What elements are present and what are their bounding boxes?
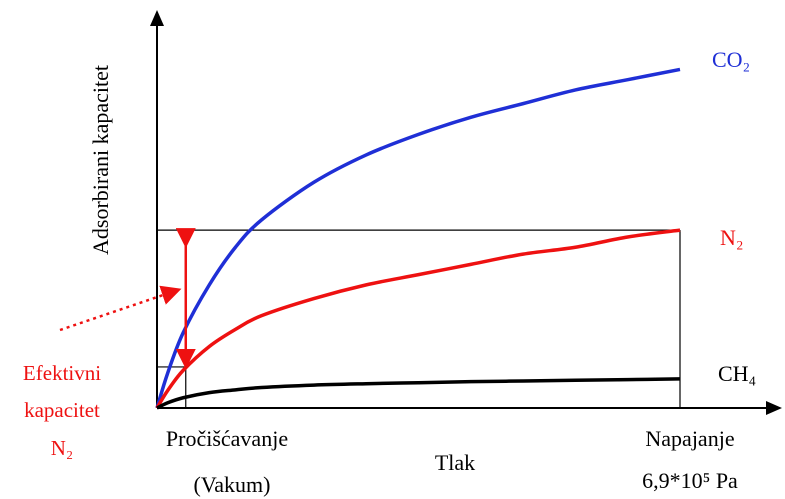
series-line-co2 [155, 67, 681, 409]
annotation-line1: Efektivni [23, 361, 101, 385]
x-tick-label-purge-line1: Pročišćavanje [166, 426, 288, 451]
series-label-ch4: CH₄ [718, 361, 756, 386]
x-axis-arrow-icon [766, 401, 782, 415]
y-axis-label: Adsorbirani kapacitet [88, 65, 113, 255]
x-tick-label-purge-line2: (Vakum) [194, 472, 271, 497]
x-tick-label-feed-line2: 6,9*10⁵ Pa [642, 468, 738, 493]
series-label-co2: CO₂ [712, 47, 750, 72]
y-axis-arrow-icon [150, 10, 164, 26]
series-line-ch4 [156, 377, 681, 410]
series-layer [155, 67, 681, 410]
series-label-n2: N₂ [720, 225, 744, 250]
annotation-line2: kapacitet [24, 398, 100, 422]
annotation-line3: N₂ [51, 436, 74, 460]
annotation-pointer [59, 285, 182, 332]
x-axis-label: Tlak [435, 450, 475, 475]
x-tick-label-feed-line1: Napajanje [645, 426, 734, 451]
